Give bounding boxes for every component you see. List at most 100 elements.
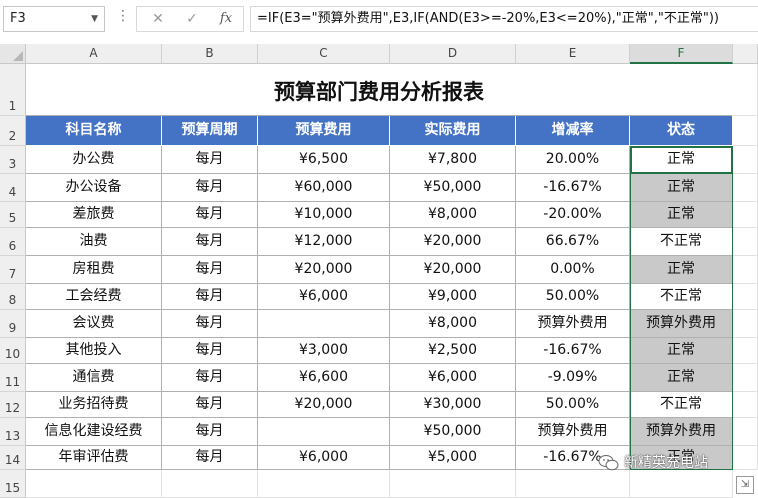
more-options-icon[interactable]: ⋮ (116, 8, 130, 24)
table-cell[interactable]: ¥9,000 (390, 284, 516, 310)
table-cell[interactable]: 通信费 (26, 364, 162, 392)
empty-cell[interactable] (516, 470, 630, 498)
table-cell[interactable]: ¥8,000 (390, 202, 516, 228)
table-cell[interactable]: 业务招待费 (26, 392, 162, 418)
status-cell[interactable]: 正常 (630, 256, 733, 284)
formula-input[interactable]: =IF(E3="预算外费用",E3,IF(AND(E3>=-20%,E3<=20… (250, 6, 758, 32)
table-cell[interactable]: 房租费 (26, 256, 162, 284)
insert-function-icon[interactable]: fx (219, 11, 233, 26)
empty-cell[interactable] (733, 338, 758, 364)
row-header-2[interactable]: 2 (0, 116, 26, 146)
table-cell[interactable]: 年审评估费 (26, 446, 162, 470)
table-cell[interactable]: -9.09% (516, 364, 630, 392)
table-cell[interactable]: 50.00% (516, 284, 630, 310)
table-cell[interactable]: 每月 (162, 338, 258, 364)
table-cell[interactable]: 每月 (162, 202, 258, 228)
status-cell[interactable]: 正常 (630, 174, 733, 202)
resize-handle-icon[interactable]: ⇲ (736, 476, 754, 494)
status-cell[interactable]: 正常 (630, 446, 733, 470)
empty-cell[interactable] (733, 256, 758, 284)
status-cell[interactable]: 正常 (630, 364, 733, 392)
empty-cell[interactable] (733, 64, 758, 116)
column-header-c[interactable]: C (258, 44, 390, 64)
status-cell[interactable]: 预算外费用 (630, 418, 733, 446)
table-cell[interactable]: -20.00% (516, 202, 630, 228)
table-header-cell[interactable]: 状态 (630, 116, 733, 146)
table-cell[interactable]: 20.00% (516, 146, 630, 174)
table-header-cell[interactable]: 科目名称 (26, 116, 162, 146)
table-cell[interactable]: 每月 (162, 228, 258, 256)
table-cell[interactable]: 工会经费 (26, 284, 162, 310)
table-header-cell[interactable]: 实际费用 (390, 116, 516, 146)
chevron-down-icon[interactable]: ▼ (91, 14, 98, 24)
table-header-cell[interactable]: 预算费用 (258, 116, 390, 146)
table-cell[interactable]: 每月 (162, 392, 258, 418)
row-header-8[interactable]: 8 (0, 284, 26, 310)
row-header-9[interactable]: 9 (0, 310, 26, 338)
empty-cell[interactable] (390, 470, 516, 498)
table-cell[interactable]: ¥6,600 (258, 364, 390, 392)
table-cell[interactable]: ¥12,000 (258, 228, 390, 256)
table-cell[interactable] (258, 418, 390, 446)
status-cell[interactable]: 正常 (630, 202, 733, 228)
select-all-button[interactable] (0, 44, 26, 64)
table-cell[interactable] (258, 310, 390, 338)
empty-cell[interactable] (733, 116, 758, 146)
table-cell[interactable]: -16.67% (516, 446, 630, 470)
empty-cell[interactable] (630, 470, 733, 498)
row-header-5[interactable]: 5 (0, 202, 26, 228)
empty-cell[interactable] (258, 470, 390, 498)
table-cell[interactable]: 办公费 (26, 146, 162, 174)
table-cell[interactable]: ¥60,000 (258, 174, 390, 202)
row-header-4[interactable]: 4 (0, 174, 26, 202)
row-header-13[interactable]: 13 (0, 418, 26, 446)
table-cell[interactable]: ¥10,000 (258, 202, 390, 228)
table-cell[interactable]: 0.00% (516, 256, 630, 284)
table-cell[interactable]: 每月 (162, 146, 258, 174)
table-cell[interactable]: ¥2,500 (390, 338, 516, 364)
table-cell[interactable]: 会议费 (26, 310, 162, 338)
table-cell[interactable]: 每月 (162, 446, 258, 470)
table-cell[interactable]: ¥6,500 (258, 146, 390, 174)
table-cell[interactable]: ¥30,000 (390, 392, 516, 418)
table-cell[interactable]: 每月 (162, 364, 258, 392)
empty-cell[interactable] (26, 470, 162, 498)
row-header-11[interactable]: 11 (0, 364, 26, 392)
name-box[interactable]: F3 ▼ (3, 6, 105, 32)
table-cell[interactable]: ¥20,000 (390, 228, 516, 256)
table-header-cell[interactable]: 预算周期 (162, 116, 258, 146)
row-header-12[interactable]: 12 (0, 392, 26, 418)
cancel-icon[interactable]: ✕ (152, 11, 164, 27)
table-cell[interactable]: ¥5,000 (390, 446, 516, 470)
table-cell[interactable]: 每月 (162, 310, 258, 338)
table-cell[interactable]: ¥20,000 (390, 256, 516, 284)
table-cell[interactable]: ¥8,000 (390, 310, 516, 338)
table-cell[interactable]: ¥20,000 (258, 392, 390, 418)
row-header-1[interactable]: 1 (0, 64, 26, 116)
empty-cell[interactable] (733, 146, 758, 174)
status-cell[interactable]: 预算外费用 (630, 310, 733, 338)
empty-cell[interactable] (733, 202, 758, 228)
table-cell[interactable]: ¥6,000 (258, 284, 390, 310)
table-cell[interactable]: 办公设备 (26, 174, 162, 202)
table-cell[interactable]: ¥7,800 (390, 146, 516, 174)
column-header-b[interactable]: B (162, 44, 258, 64)
table-cell[interactable]: 每月 (162, 284, 258, 310)
row-header-7[interactable]: 7 (0, 256, 26, 284)
empty-cell[interactable] (733, 228, 758, 256)
table-cell[interactable]: 每月 (162, 418, 258, 446)
table-cell[interactable]: ¥20,000 (258, 256, 390, 284)
table-cell[interactable]: -16.67% (516, 338, 630, 364)
table-cell[interactable]: ¥6,000 (258, 446, 390, 470)
table-cell[interactable]: 信息化建设经费 (26, 418, 162, 446)
table-cell[interactable]: 其他投入 (26, 338, 162, 364)
empty-cell[interactable] (733, 392, 758, 418)
row-header-14[interactable]: 14 (0, 446, 26, 470)
table-cell[interactable]: 66.67% (516, 228, 630, 256)
table-cell[interactable]: ¥6,000 (390, 364, 516, 392)
table-header-cell[interactable]: 增减率 (516, 116, 630, 146)
row-header-10[interactable]: 10 (0, 338, 26, 364)
empty-cell[interactable] (162, 470, 258, 498)
empty-cell[interactable] (733, 364, 758, 392)
table-cell[interactable]: 差旅费 (26, 202, 162, 228)
